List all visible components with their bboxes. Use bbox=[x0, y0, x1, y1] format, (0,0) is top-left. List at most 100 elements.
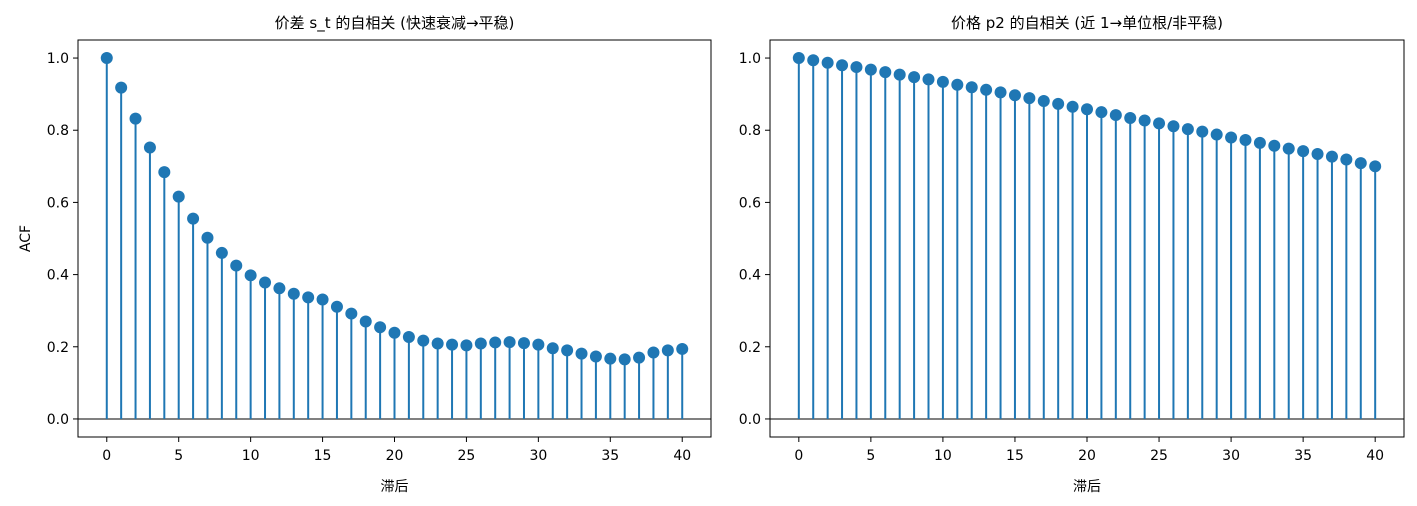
x-tick-label: 35 bbox=[1294, 448, 1312, 464]
x-tick-label: 25 bbox=[458, 448, 476, 464]
acf-spread-chart: 价差 s_t 的自相关 (快速衰减→平稳) ACF 滞后 0 5 10 15 20 25 3… bbox=[18, 14, 712, 495]
stem-marker bbox=[143, 141, 156, 154]
y-tick-label: 0.8 bbox=[47, 123, 69, 139]
chart-title: 价格 p2 的自相关 (近 1→单位根/非平稳) bbox=[951, 14, 1223, 32]
stem-marker bbox=[647, 346, 660, 359]
x-axis-title: 滞后 bbox=[1073, 479, 1101, 495]
stem-marker bbox=[546, 342, 559, 355]
stem-marker bbox=[1109, 109, 1122, 122]
stem-marker bbox=[1066, 100, 1079, 113]
stem-marker bbox=[936, 75, 949, 88]
stem-marker bbox=[1037, 94, 1050, 107]
stem-marker bbox=[172, 190, 185, 203]
stem-marker bbox=[994, 86, 1007, 99]
stem-marker bbox=[158, 166, 171, 179]
stem-marker bbox=[517, 337, 530, 350]
stem-marker bbox=[908, 71, 921, 84]
stem-marker bbox=[532, 338, 545, 351]
stem-marker bbox=[1225, 131, 1238, 144]
stem-marker bbox=[1340, 153, 1353, 166]
stem-marker bbox=[893, 68, 906, 81]
x-tick-label: 20 bbox=[386, 448, 404, 464]
stem-marker bbox=[1354, 157, 1367, 170]
stem-marker bbox=[951, 78, 964, 91]
stem-marker bbox=[1239, 133, 1252, 146]
stem-marker bbox=[460, 339, 473, 352]
stem-marker bbox=[1052, 97, 1065, 110]
stem-marker bbox=[215, 246, 228, 259]
stem-marker bbox=[821, 56, 834, 69]
stem-marker bbox=[676, 342, 689, 355]
x-axis-title: 滞后 bbox=[381, 479, 409, 495]
stem-marker bbox=[474, 337, 487, 350]
stem-marker bbox=[1095, 106, 1108, 119]
stem-marker bbox=[661, 344, 674, 357]
stem-marker bbox=[980, 83, 993, 96]
x-tick-label: 40 bbox=[1366, 448, 1384, 464]
stem-marker bbox=[1124, 111, 1137, 124]
stem-marker bbox=[402, 331, 415, 344]
stem-marker bbox=[446, 338, 459, 351]
x-tick-label: 30 bbox=[529, 448, 547, 464]
stem-marker bbox=[633, 351, 646, 364]
stem-marker bbox=[244, 269, 257, 282]
stem-marker bbox=[1311, 148, 1324, 161]
stem-marker bbox=[1153, 117, 1166, 130]
y-tick-label: 0.0 bbox=[739, 412, 761, 428]
stem-marker bbox=[850, 61, 863, 74]
stem-marker bbox=[965, 81, 978, 94]
y-tick-label: 1.0 bbox=[47, 51, 69, 67]
x-tick-label: 5 bbox=[866, 448, 875, 464]
stem-marker bbox=[287, 287, 300, 300]
stem-marker bbox=[330, 300, 343, 313]
y-tick-label: 0.4 bbox=[739, 268, 761, 284]
stem-marker bbox=[1282, 142, 1295, 155]
stem-marker bbox=[1008, 89, 1021, 102]
x-tick-label: 30 bbox=[1222, 448, 1240, 464]
stem-marker bbox=[1181, 123, 1194, 136]
x-tick-label: 5 bbox=[174, 448, 183, 464]
stem-marker bbox=[792, 52, 805, 65]
stem-marker bbox=[259, 276, 272, 289]
y-tick-label: 1.0 bbox=[739, 51, 761, 67]
stem-marker bbox=[575, 347, 588, 360]
stem-marker bbox=[431, 337, 444, 350]
stem-marker bbox=[100, 52, 113, 65]
stem-marker bbox=[1167, 120, 1180, 133]
x-tick-label: 10 bbox=[934, 448, 952, 464]
stem-marker bbox=[489, 336, 502, 349]
y-axis-title: ACF bbox=[18, 225, 34, 252]
chart-title: 价差 s_t 的自相关 (快速衰减→平稳) bbox=[275, 14, 515, 33]
x-tick-label: 10 bbox=[242, 448, 260, 464]
y-tick-label: 0.6 bbox=[47, 195, 69, 211]
stem-marker bbox=[230, 259, 243, 272]
acf-price-chart: 价格 p2 的自相关 (近 1→单位根/非平稳) 滞后 0 5 10 15 20 25 30… bbox=[739, 14, 1405, 495]
stem-marker bbox=[561, 344, 574, 357]
stem-marker bbox=[115, 81, 128, 94]
stem-marker bbox=[922, 73, 935, 86]
stem-marker bbox=[879, 66, 892, 79]
stem-marker bbox=[302, 291, 315, 304]
stem-marker bbox=[374, 321, 387, 334]
stem-marker bbox=[1297, 145, 1310, 158]
stem-marker bbox=[129, 112, 142, 125]
stem-marker bbox=[1081, 103, 1093, 116]
stem-marker bbox=[1196, 125, 1209, 138]
stem-marker bbox=[345, 307, 358, 320]
stem-marker bbox=[1369, 160, 1382, 173]
stem-marker bbox=[1210, 128, 1223, 141]
x-tick-label: 20 bbox=[1078, 448, 1096, 464]
y-tick-label: 0.2 bbox=[47, 340, 69, 356]
stem-marker bbox=[1138, 114, 1151, 127]
stem-marker bbox=[1268, 139, 1281, 152]
x-tick-label: 25 bbox=[1150, 448, 1168, 464]
stem-marker bbox=[836, 59, 849, 72]
stem-marker bbox=[1325, 150, 1338, 163]
y-tick-label: 0.0 bbox=[47, 412, 69, 428]
stem-marker bbox=[273, 282, 286, 295]
stem-marker bbox=[417, 334, 430, 347]
y-tick-label: 0.6 bbox=[739, 195, 761, 211]
stem-marker bbox=[201, 231, 214, 244]
